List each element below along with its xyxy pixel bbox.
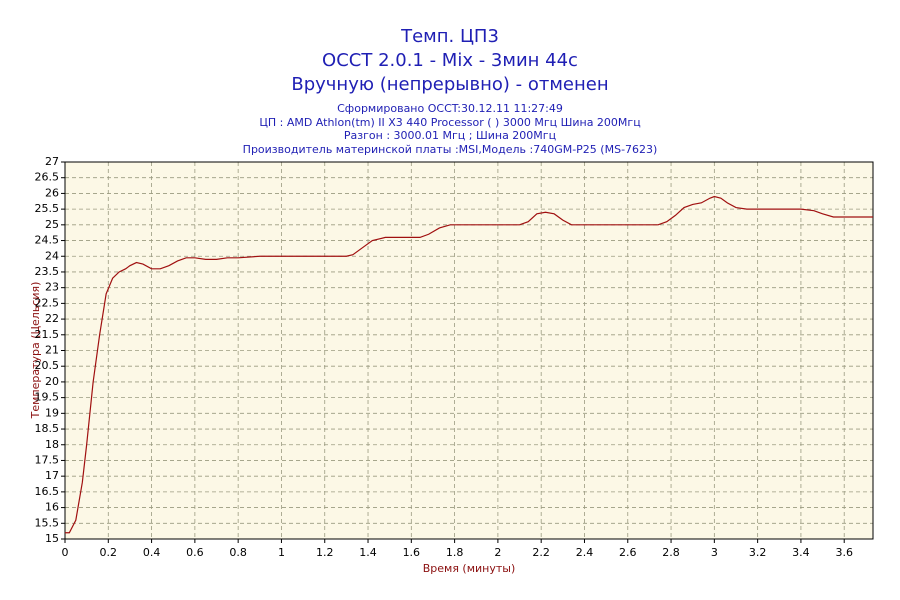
data-line [65,195,873,534]
y-tick-label: 23.5 [35,265,60,278]
x-tick-label: 1.4 [359,546,377,559]
x-tick-label: 0.4 [143,546,161,559]
x-tick-label: 1.6 [403,546,421,559]
subtitle: Разгон : 3000.01 Мгц ; Шина 200Мгц [344,129,556,142]
x-tick-label: 1 [278,546,285,559]
plot-frame [64,161,874,540]
x-tick-label: 2.8 [662,546,680,559]
y-tick-label: 19.5 [35,391,60,404]
y-tick-label: 19 [45,406,59,419]
x-tick-label: 0.2 [100,546,118,559]
x-tick-label: 2.6 [619,546,637,559]
y-tick-label: 21 [45,344,59,357]
x-tick-label: 3.6 [835,546,853,559]
y-tick-label: 17.5 [35,453,60,466]
y-tick-label: 26 [45,186,59,199]
y-tick-label: 22 [45,312,59,325]
chart-title: OCCT 2.0.1 - Mix - 3мин 44с [322,50,578,71]
y-tick-label: 26.5 [35,171,60,184]
x-tick-label: 3.2 [749,546,767,559]
x-tick-label: 0 [62,546,69,559]
y-tick-label: 24.5 [35,234,60,247]
x-tick-label: 1.2 [316,546,334,559]
y-tick-label: 25 [45,218,59,231]
y-tick-label: 16.5 [35,485,60,498]
y-tick-label: 25.5 [35,202,60,215]
y-tick-label: 20 [45,375,59,388]
y-tick-label: 27 [45,155,59,168]
x-tick-label: 3 [711,546,718,559]
x-tick-label: 1.8 [446,546,464,559]
y-tick-label: 16 [45,501,59,514]
y-tick-label: 23 [45,281,59,294]
chart-title: Темп. ЦП3 [400,26,499,47]
x-axis-label: Время (минуты) [423,562,516,575]
y-tick-label: 21.5 [35,328,60,341]
y-tick-label: 22.5 [35,296,60,309]
y-tick-label: 20.5 [35,359,60,372]
x-tick-label: 2 [494,546,501,559]
y-tick-label: 18.5 [35,422,60,435]
x-tick-label: 2.2 [532,546,550,559]
y-tick-label: 15.5 [35,516,60,529]
y-tick-label: 15 [45,532,59,545]
subtitle: Производитель материнской платы :MSI,Мод… [243,143,658,156]
y-tick-label: 18 [45,438,59,451]
y-axis-label: Температура (Цельсия) [29,282,42,420]
x-tick-label: 3.4 [792,546,810,559]
subtitle: Сформировано OCCT:30.12.11 11:27:49 [337,102,563,115]
y-tick-label: 17 [45,469,59,482]
x-tick-label: 0.8 [229,546,247,559]
y-tick-label: 24 [45,249,59,262]
x-tick-label: 2.4 [576,546,594,559]
x-tick-label: 0.6 [186,546,204,559]
chart-title: Вручную (непрерывно) - отменен [291,74,608,95]
subtitle: ЦП : AMD Athlon(tm) II X3 440 Processor … [259,116,640,129]
